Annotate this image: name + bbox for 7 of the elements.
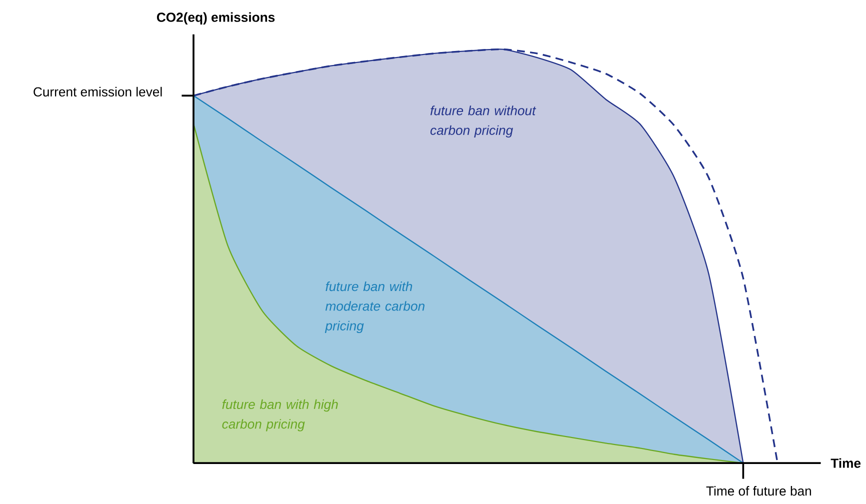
series-label: future ban with high carbon pricing	[222, 399, 338, 432]
y-axis-title: CO2(eq) emissions	[156, 12, 275, 24]
text: Time of future ban	[706, 486, 812, 496]
series-label: future ban without carbon pricing	[430, 105, 536, 138]
series-label: future ban with moderate carbon pricing	[324, 281, 424, 333]
x-axis-title: Time	[830, 458, 861, 468]
text: Current emission level	[34, 86, 162, 96]
